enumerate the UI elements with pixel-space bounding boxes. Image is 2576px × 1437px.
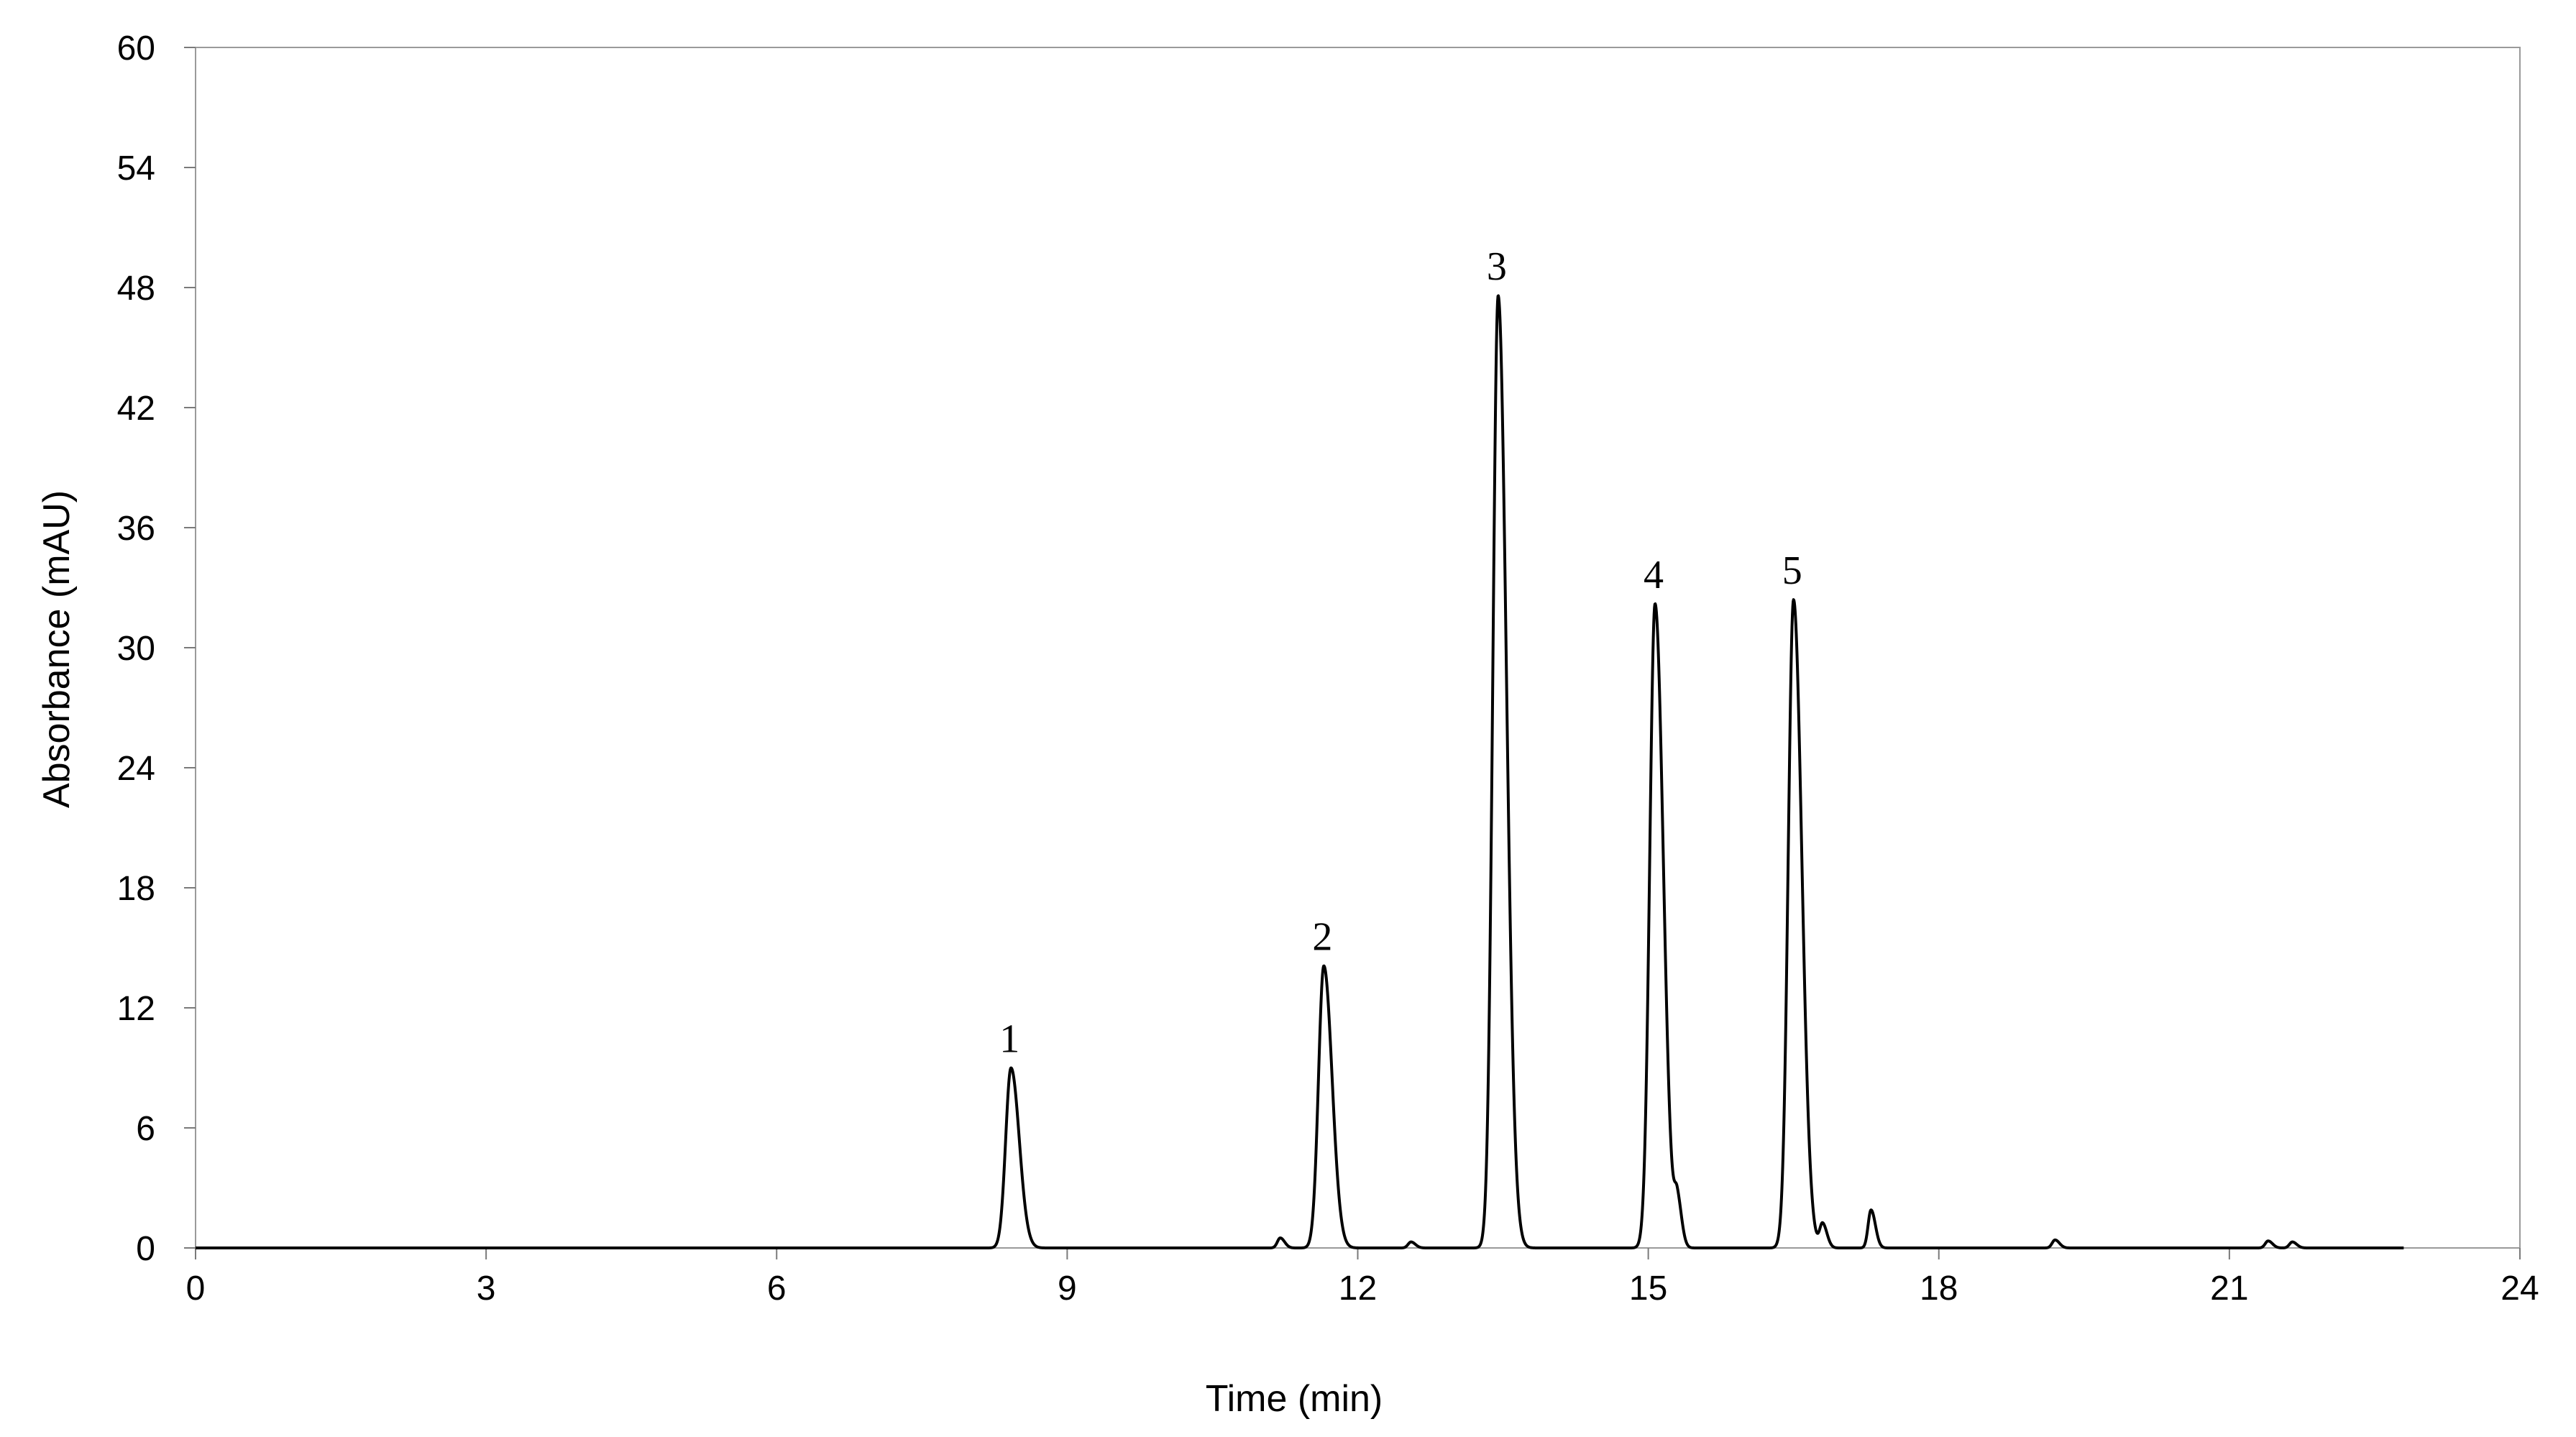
x-tick-label: 21 [2210, 1270, 2248, 1308]
x-tick-label: 6 [767, 1270, 787, 1308]
y-tick-label: 6 [136, 1110, 155, 1148]
y-tick-label: 18 [117, 870, 155, 908]
peak-labels: 1 2 3 4 5 [999, 244, 1802, 1061]
y-tick-label: 0 [136, 1230, 155, 1268]
x-tick-label: 12 [1339, 1270, 1377, 1308]
y-tick-label: 42 [117, 390, 155, 428]
peak-label-2: 2 [1312, 915, 1332, 960]
y-tick-label: 12 [117, 990, 155, 1028]
y-tick-label: 60 [117, 29, 155, 68]
y-tick-label: 24 [117, 750, 155, 788]
x-tick-label: 3 [477, 1270, 496, 1308]
peak-label-4: 4 [1644, 553, 1664, 597]
peak-label-1: 1 [999, 1017, 1019, 1062]
x-tick-label: 0 [186, 1270, 206, 1308]
x-tick-label: 9 [1058, 1270, 1077, 1308]
y-tick-label: 30 [117, 630, 155, 668]
y-tick-label: 54 [117, 150, 155, 188]
x-tick-label: 24 [2501, 1270, 2539, 1308]
chromatogram-trace [194, 294, 2405, 1249]
y-axis-title: Absorbance (mAU) [36, 490, 78, 808]
x-tick-label: 18 [1920, 1270, 1958, 1308]
y-tick-label: 48 [117, 270, 155, 308]
peak-label-3: 3 [1487, 244, 1507, 289]
plot-frame [195, 47, 2521, 1249]
peak-label-5: 5 [1782, 548, 1802, 593]
y-tick-label: 36 [117, 510, 155, 548]
x-tick-label: 15 [1629, 1270, 1667, 1308]
x-axis-title: Time (min) [1206, 1378, 1383, 1420]
